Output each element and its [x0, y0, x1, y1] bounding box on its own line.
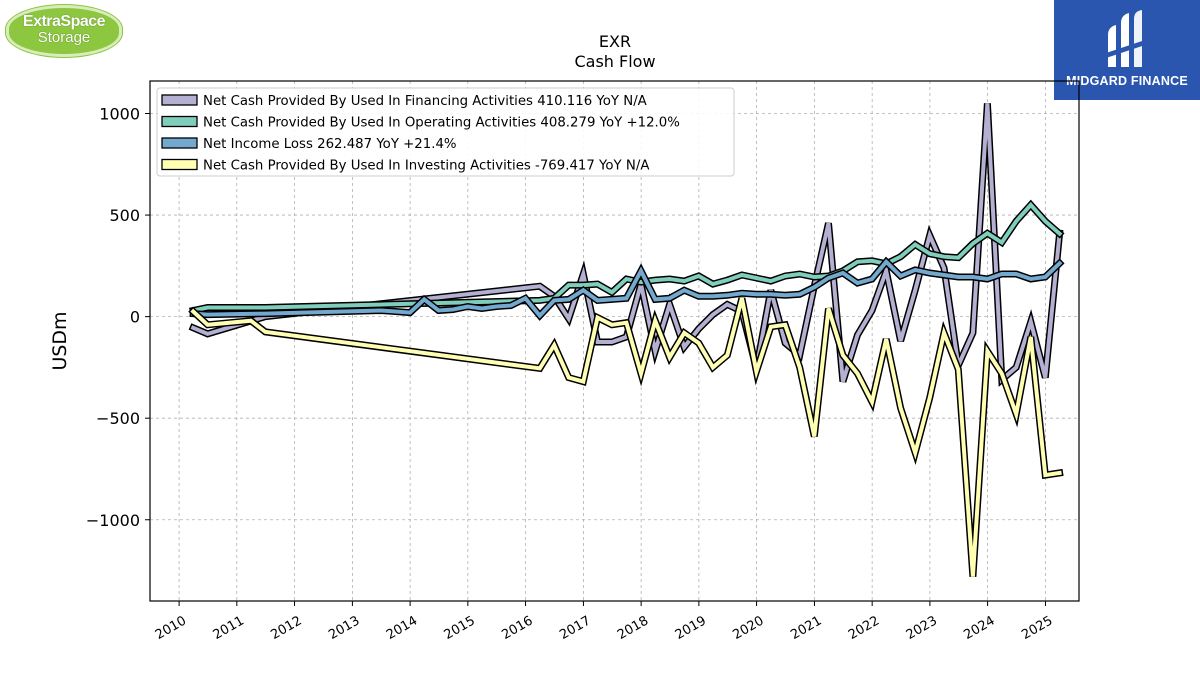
legend-swatch: [161, 158, 198, 171]
x-tick-label: 2013: [326, 613, 362, 643]
series-net-income-loss: [189, 256, 1065, 321]
legend-label: Net Cash Provided By Used In Financing A…: [203, 94, 647, 109]
legend-label: Net Income Loss 262.487 YoY +21.4%: [203, 137, 457, 152]
legend-box: [156, 87, 735, 177]
series-net-cash-provided-by-used-in-financing-activities: [188, 103, 1064, 387]
midgard-finance-brand-text: MIDGARD FINANCE: [1066, 74, 1188, 88]
series-net-cash-provided-by-used-in-investing-activities: [188, 297, 1064, 577]
x-tick-label: 2024: [961, 613, 997, 643]
x-tick-label: 2022: [846, 613, 882, 643]
legend-item: Net Cash Provided By Used In Financing A…: [161, 94, 647, 109]
plot-frame: [149, 80, 1080, 602]
series-line: [190, 201, 1063, 313]
x-tick-label: 2023: [904, 613, 940, 643]
logo-line-2: Storage: [37, 29, 91, 46]
legend: Net Cash Provided By Used In Financing A…: [156, 87, 735, 177]
legend-item: Net Cash Provided By Used In Operating A…: [161, 115, 680, 131]
series-lines: [188, 103, 1065, 577]
x-tick-label: 2020: [730, 613, 766, 643]
x-tick-label: 2018: [615, 613, 651, 643]
y-tick-label: −1000: [86, 511, 140, 530]
chart-subtitle: Cash Flow: [574, 52, 655, 71]
chart-title: EXR: [599, 32, 631, 51]
legend-swatch: [161, 94, 198, 106]
midgard-finance-mark-icon: [1106, 10, 1148, 67]
legend-swatch: [161, 137, 198, 149]
y-tick-label: −500: [96, 409, 140, 428]
midgard-finance-logo: MIDGARD FINANCE: [1054, 0, 1200, 100]
y-tick-label: 1000: [99, 105, 140, 124]
legend-swatch: [161, 115, 198, 128]
x-tick-label: 2011: [211, 613, 247, 643]
y-axis-label: USDm: [49, 311, 71, 370]
logo-line-1: ExtraSpace: [22, 13, 106, 30]
series-line: [190, 103, 1062, 384]
x-tick-label: 2025: [1019, 613, 1055, 643]
extraspace-storage-logo: ExtraSpace Storage: [6, 5, 122, 57]
legend-label: Net Cash Provided By Used In Operating A…: [203, 116, 680, 131]
x-tick-label: 2012: [268, 613, 304, 643]
legend-item: Net Cash Provided By Used In Investing A…: [161, 158, 649, 174]
legend-item: Net Income Loss 262.487 YoY +21.4%: [161, 137, 457, 152]
y-tick-label: 0: [130, 308, 140, 327]
x-tick-label: 2010: [153, 613, 189, 643]
x-tick-label: 2016: [499, 613, 535, 643]
x-tick-label: 2014: [384, 613, 420, 643]
x-tick-label: 2019: [673, 613, 709, 643]
legend-label: Net Cash Provided By Used In Investing A…: [203, 159, 649, 174]
x-tick-label: 2015: [442, 613, 478, 643]
series-line: [190, 297, 1062, 577]
series-net-cash-provided-by-used-in-operating-activities: [189, 199, 1065, 315]
series-line: [191, 258, 1063, 319]
x-tick-label: 2017: [557, 613, 593, 643]
y-tick-label: 500: [109, 206, 140, 225]
x-tick-label: 2021: [788, 613, 824, 643]
